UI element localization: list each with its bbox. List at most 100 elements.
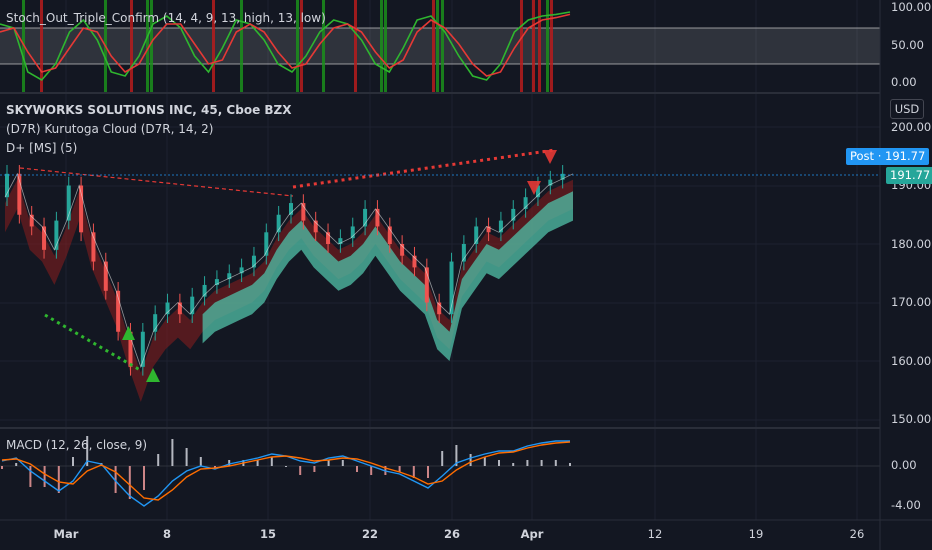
sell-triangle-2 [543,150,557,164]
stoch-signal-bar-20 [546,0,549,92]
macd-hist-bar-30 [427,466,429,478]
x-tick-apr: Apr [520,527,544,541]
stoch-signal-bar-10 [322,0,325,92]
stoch-signal-bar-15 [436,0,439,92]
post-price-tag: Post · 191.77 [846,148,930,165]
candle-body-16 [202,284,207,297]
stoch-signal-bar-18 [532,0,535,92]
macd-hist-bar-18 [256,460,259,466]
candle-body-12 [153,314,158,332]
sell-triangle-1 [527,181,541,195]
candle-body-10 [128,331,133,367]
candle-body-24 [301,203,306,221]
candle-body-35 [437,302,442,315]
candle-body-37 [461,244,466,262]
macd-hist-bar-37 [526,460,529,466]
price-tick-160: 160.00 [891,354,932,368]
macd-hist-bar-0 [1,466,3,469]
candle-body-6 [79,185,84,233]
stoch-signal-bar-9 [300,0,303,92]
macd-tick-neg4: -4.00 [891,498,921,512]
macd-hist-bar-40 [569,463,571,466]
macd-hist-bar-6 [86,436,89,466]
candle-body-28 [350,226,355,239]
stoch-series-1 [0,13,571,77]
macd-hist-bar-9 [128,466,131,499]
x-tick-15: 15 [259,527,277,541]
stoch-signal-bar-4 [146,0,149,92]
candle-body-33 [412,255,417,268]
candle-body-19 [239,267,244,274]
stoch-signal-bar-16 [441,0,444,92]
candle-body-32 [400,244,405,256]
macd-hist-bar-32 [455,445,458,466]
candle-body-9 [116,290,121,332]
stoch-series-0 [0,11,571,82]
stoch-signal-bar-3 [130,0,133,92]
macd-hist-bar-29 [412,466,415,478]
macd-hist-bar-1 [15,463,18,466]
stoch-indicator-label[interactable]: Stoch_Out_Triple_Confirm (14, 4, 9, 13, … [6,11,326,25]
signal-line [1,441,571,501]
buy-triangle-2 [146,368,160,382]
candle-body-26 [326,232,331,244]
stoch-signal-bar-7 [240,0,243,92]
candle-body-14 [177,302,182,315]
candle-body-44 [548,179,553,186]
dplus-indicator-label[interactable]: D+ [MS] (5) [6,141,78,155]
x-tick-8: 8 [162,527,172,541]
candle-body-27 [338,238,343,244]
stoch-signal-bar-5 [150,0,153,92]
candle-body-18 [227,273,232,280]
stoch-tick-100: 100.00 [891,0,932,14]
macd-hist-bar-4 [57,466,60,493]
stoch-signal-bar-14 [432,0,435,92]
x-tick-26: 26 [443,527,461,541]
bullish-divergence-line [44,313,141,372]
price-tick-180: 180.00 [891,237,932,251]
candle-body-41 [511,208,516,221]
price-tick-200: 200.00 [891,120,932,134]
currency-button[interactable]: USD [890,99,924,119]
price-tick-150: 150.00 [891,412,932,426]
macd-hist-bar-28 [398,466,401,472]
x-tick-26-apr: 26 [849,527,865,541]
symbol-title[interactable]: SKYWORKS SOLUTIONS INC, 45, Cboe BZX [6,103,292,117]
macd-hist-bar-3 [43,466,46,487]
candle-body-2 [29,214,34,227]
macd-hist-bar-11 [157,454,160,466]
macd-hist-bar-35 [498,460,500,466]
macd-hist-bar-36 [512,463,515,466]
candle-body-45 [560,173,565,180]
stoch-signal-bar-1 [40,0,43,92]
macd-hist-bar-31 [441,451,444,466]
candle-body-25 [313,220,318,233]
candle-body-31 [387,226,392,244]
macd-hist-bar-21 [299,466,302,475]
kurutoga-indicator-label[interactable]: (D7R) Kurutoga Cloud (D7R, 14, 2) [6,122,214,136]
candle-body-30 [375,208,380,227]
stoch-signal-bar-11 [354,0,357,92]
macd-hist-bar-33 [469,454,472,466]
macd-hist-bar-10 [143,466,145,490]
macd-hist-bar-26 [370,466,373,475]
macd-hist-bar-2 [29,466,32,487]
stoch-tick-0: 0.00 [891,75,917,89]
candle-body-43 [535,185,540,198]
pane-separator-1 [0,92,880,94]
macd-hist-bar-5 [72,457,74,466]
macd-indicator-label[interactable]: MACD (12, 26, close, 9) [6,438,148,452]
candle-body-3 [42,226,47,250]
candle-body-39 [486,226,491,233]
buy-triangle-1 [122,326,135,340]
kurutoga-cloud-green [202,191,573,361]
candle-body-36 [449,261,454,315]
macd-tick-0: 0.00 [891,458,917,472]
candle-body-38 [474,226,479,244]
stoch-signal-bar-21 [550,0,553,92]
stoch-signal-bar-8 [296,0,299,92]
stoch-signal-bar-19 [538,0,541,92]
bearish-divergence-line [292,148,556,189]
macd-hist-bar-23 [327,460,330,466]
